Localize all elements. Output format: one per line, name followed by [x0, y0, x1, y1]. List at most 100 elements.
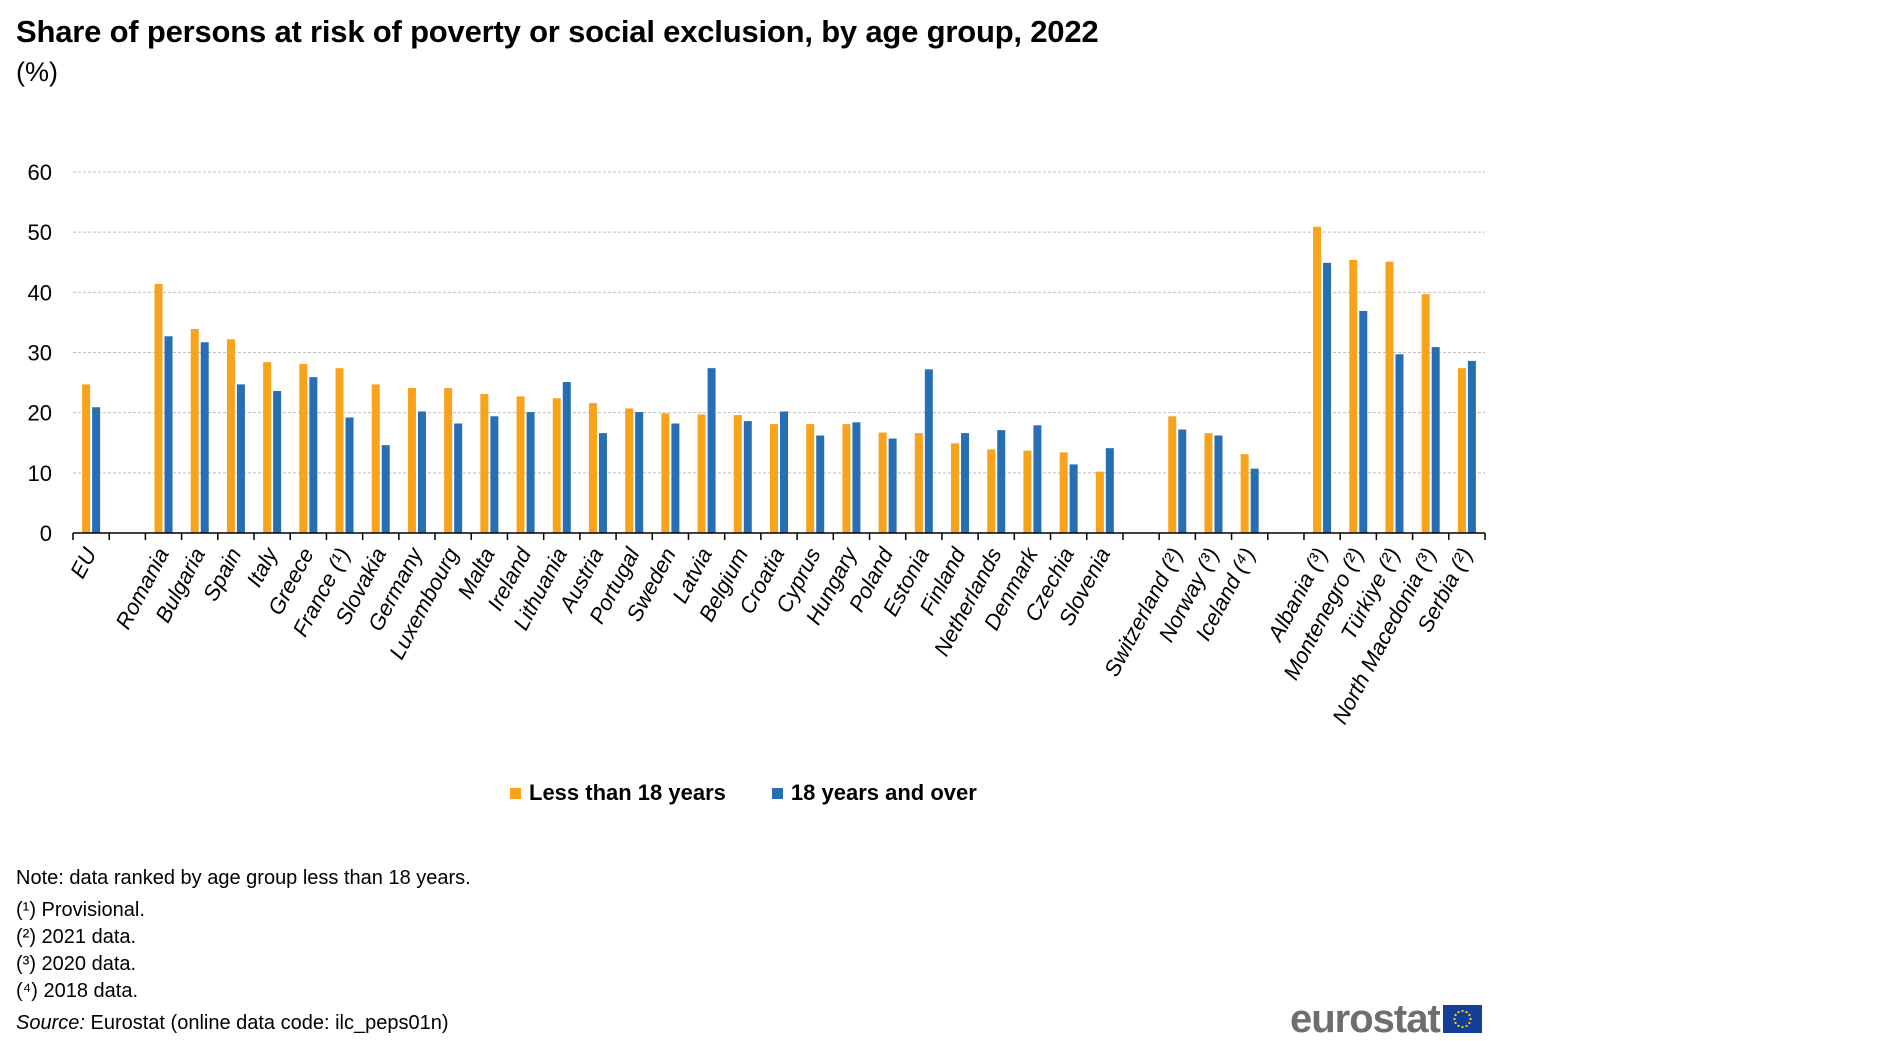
bar-adult — [780, 411, 788, 533]
bar-under18 — [914, 433, 923, 533]
bar-under18 — [480, 394, 489, 533]
source-line: Source: Eurostat (online data code: ilc_… — [16, 1010, 471, 1037]
y-tick-label: 20 — [28, 401, 52, 426]
y-tick-label: 10 — [28, 461, 52, 486]
bar-adult — [1214, 435, 1223, 533]
bar-under18 — [82, 384, 91, 533]
x-axis-labels: EU RomaniaBulgariaSpainItalyGreeceFrance … — [65, 542, 1477, 728]
x-tick-label: EU — [65, 544, 101, 583]
bar-under18 — [154, 283, 163, 533]
bar-under18 — [661, 413, 670, 533]
eurostat-logo: eurostat — [1290, 999, 1482, 1039]
bar-under18 — [1023, 450, 1032, 533]
bar-adult — [562, 381, 571, 533]
eu-star — [1454, 1021, 1457, 1025]
bar-under18 — [806, 424, 815, 533]
bar-adult — [164, 336, 173, 533]
chart-unit: (%) — [16, 57, 58, 87]
bar-under18 — [697, 414, 706, 533]
bar-under18 — [444, 387, 453, 533]
bar-under18 — [226, 339, 235, 533]
bar-adult — [924, 369, 933, 533]
bar-adult — [888, 438, 897, 533]
bar-adult — [381, 445, 390, 533]
bar-under18 — [878, 432, 887, 533]
eu-star — [1457, 1010, 1460, 1014]
y-tick-label: 30 — [28, 341, 52, 366]
x-axis — [72, 532, 1486, 540]
eu-star — [1461, 1009, 1464, 1013]
bar-adult — [997, 430, 1006, 533]
y-tick-label: 50 — [28, 220, 52, 245]
eu-star — [1454, 1013, 1457, 1017]
bar-adult — [635, 412, 644, 533]
bar-under18 — [987, 449, 996, 533]
bar-adult — [92, 407, 101, 533]
bar-under18 — [371, 384, 380, 533]
bars — [82, 226, 1476, 534]
bar-adult — [1178, 429, 1187, 533]
bar-adult — [1069, 464, 1078, 533]
bar-adult — [1033, 425, 1042, 533]
ranking-note: Note: data ranked by age group less than… — [16, 867, 471, 889]
legend-item-under18[interactable]: Less than 18 years — [510, 780, 726, 806]
chart-title: Share of persons at risk of poverty or s… — [16, 14, 1099, 49]
bar-adult — [309, 377, 318, 533]
legend-swatch-adult — [771, 787, 783, 799]
bar-under18 — [1059, 452, 1068, 533]
bar-under18 — [842, 424, 851, 533]
bar-under18 — [516, 396, 525, 533]
eu-star — [1461, 1025, 1464, 1029]
bar-adult — [490, 416, 499, 533]
source-text: Eurostat (online data code: ilc_peps01n) — [84, 1012, 449, 1034]
bar-adult — [526, 412, 535, 533]
eu-stars-icon — [1453, 1009, 1472, 1029]
gridlines — [73, 171, 1485, 474]
bar-adult — [236, 384, 245, 533]
bar-under18 — [1240, 454, 1249, 533]
y-tick-label: 40 — [28, 280, 52, 305]
bar-under18 — [335, 368, 344, 533]
y-axis-ticks: 0 10 20 30 40 50 60 — [28, 160, 52, 546]
bar-under18 — [1204, 433, 1213, 533]
eu-star — [1468, 1021, 1471, 1025]
legend-label-under18: Less than 18 years — [529, 780, 726, 805]
eu-star — [1469, 1017, 1472, 1021]
bar-under18 — [1457, 368, 1466, 533]
bar-adult — [961, 433, 970, 533]
bar-adult — [816, 435, 825, 533]
eu-star — [1453, 1017, 1456, 1021]
bar-under18 — [1313, 226, 1322, 534]
bar-adult — [1395, 354, 1404, 533]
bar-under18 — [1385, 261, 1394, 533]
bar-under18 — [1349, 259, 1358, 533]
y-tick-label: 60 — [28, 160, 52, 185]
bar-adult — [273, 391, 282, 533]
legend: Less than 18 years 18 years and over — [510, 780, 977, 806]
bar-adult — [1431, 347, 1440, 533]
bar-adult — [1250, 468, 1259, 533]
bar-adult — [743, 421, 752, 533]
eu-star — [1465, 1024, 1468, 1028]
bar-under18 — [299, 363, 308, 533]
legend-label-adult: 18 years and over — [790, 780, 977, 805]
notes: Note: data ranked by age group less than… — [16, 865, 471, 1037]
legend-item-adult[interactable]: 18 years and over — [771, 780, 977, 806]
footnote-1: (¹) Provisional. — [16, 899, 145, 921]
bar-adult — [417, 411, 426, 533]
logo-text: eurostat — [1290, 997, 1441, 1041]
eu-star — [1465, 1010, 1468, 1014]
bar-adult — [1359, 310, 1368, 533]
bar-chart: 0 10 20 30 40 50 60 EU RomaniaBulgariaSpainItal… — [28, 160, 1486, 728]
bar-under18 — [1095, 471, 1104, 533]
bar-under18 — [190, 329, 199, 533]
bar-adult — [1105, 448, 1114, 533]
bar-adult — [1467, 360, 1476, 533]
bar-adult — [345, 417, 354, 533]
bar-under18 — [1168, 416, 1177, 533]
bar-adult — [1323, 262, 1332, 533]
bar-adult — [200, 342, 209, 533]
bar-under18 — [407, 387, 416, 533]
footnote-3: (³) 2020 data. — [16, 953, 137, 975]
bar-adult — [852, 422, 861, 533]
